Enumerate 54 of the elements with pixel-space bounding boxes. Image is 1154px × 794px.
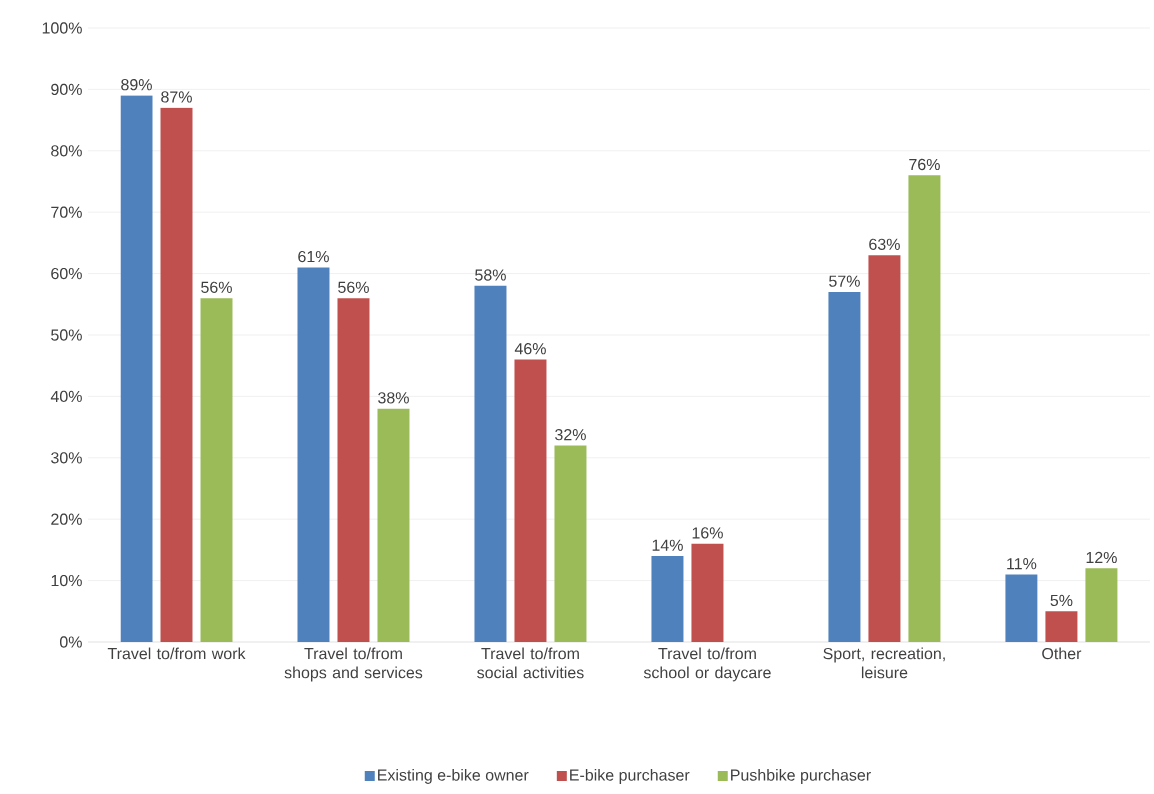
bar bbox=[1045, 611, 1078, 642]
data-label: 11% bbox=[1007, 558, 1037, 570]
bar bbox=[651, 556, 684, 642]
data-label: 46% bbox=[514, 343, 546, 355]
bar bbox=[200, 298, 233, 642]
y-tick-label: 100% bbox=[42, 22, 82, 34]
y-tick-label: 10% bbox=[51, 574, 82, 587]
data-label: 63% bbox=[869, 238, 900, 250]
x-tick-label: Travel to/from shops and services bbox=[284, 647, 423, 682]
data-label: 56% bbox=[201, 281, 232, 293]
bar bbox=[1005, 574, 1038, 642]
legend-label: Existing e-bike owner bbox=[378, 768, 529, 784]
bar bbox=[908, 175, 941, 642]
x-tick-label: Travel to/from work bbox=[107, 647, 246, 660]
data-label: 89% bbox=[121, 79, 152, 91]
data-label: 57% bbox=[829, 275, 860, 287]
data-label: 14% bbox=[652, 539, 683, 551]
bar bbox=[474, 285, 507, 642]
y-tick-label: 30% bbox=[51, 452, 82, 464]
bar bbox=[297, 267, 330, 642]
x-tick-label: Sport, recreation, leisure bbox=[823, 647, 945, 679]
data-label: 58% bbox=[475, 269, 506, 281]
bar bbox=[377, 408, 410, 642]
data-label: 56% bbox=[338, 281, 369, 293]
y-tick-label: 40% bbox=[50, 390, 82, 403]
y-tick-label: 0% bbox=[59, 636, 82, 648]
bar bbox=[160, 107, 193, 642]
y-tick-label: 70% bbox=[51, 206, 82, 218]
x-tick-label: Travel to/from school or daycare bbox=[643, 647, 771, 682]
legend-label: E-bike purchaser bbox=[570, 768, 690, 784]
y-tick-label: 20% bbox=[51, 513, 82, 525]
y-tick-label: 60% bbox=[51, 267, 82, 280]
y-tick-label: 90% bbox=[51, 83, 82, 96]
data-label: 32% bbox=[555, 428, 586, 441]
data-label: 16% bbox=[692, 527, 723, 539]
bar bbox=[514, 359, 547, 642]
bar bbox=[554, 445, 587, 642]
y-tick-label: 50% bbox=[51, 329, 82, 341]
data-label: 5% bbox=[1050, 594, 1073, 607]
y-tick-label: 80% bbox=[51, 145, 82, 157]
bar bbox=[120, 95, 153, 642]
data-label: 61% bbox=[298, 250, 329, 263]
x-tick-label: Travel to/from social activities bbox=[477, 647, 584, 679]
legend-label: Pushbike purchaser bbox=[731, 768, 871, 784]
data-label: 38% bbox=[378, 392, 409, 404]
bar bbox=[828, 292, 861, 642]
bar bbox=[691, 543, 724, 642]
bar bbox=[868, 255, 901, 642]
bar bbox=[337, 298, 370, 642]
data-label: 12% bbox=[1086, 551, 1117, 564]
bar bbox=[1085, 568, 1118, 642]
x-tick-label: Other bbox=[1042, 647, 1082, 660]
data-label: 87% bbox=[161, 91, 192, 103]
data-label: 76% bbox=[909, 158, 940, 171]
